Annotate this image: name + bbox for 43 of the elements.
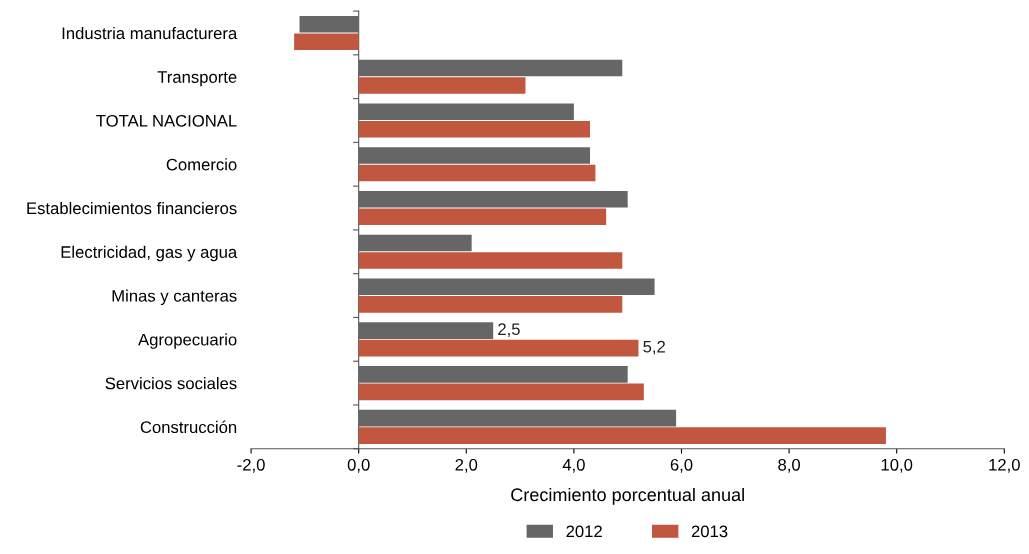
data-label: 5,2 <box>643 340 665 355</box>
bar <box>294 33 359 51</box>
bar <box>358 427 886 444</box>
legend-label: 2013 <box>691 525 728 538</box>
x-tick-label: 6,0 <box>670 458 693 473</box>
x-tick-label: 8,0 <box>778 458 801 473</box>
legend-label: 2012 <box>566 525 602 538</box>
x-tick-label: -2,0 <box>237 458 265 473</box>
x-tick-label: 10,0 <box>881 458 913 473</box>
bar <box>358 208 607 226</box>
data-label: 2,5 <box>498 323 520 338</box>
bar <box>358 147 591 164</box>
bar <box>358 190 628 208</box>
bar <box>299 15 359 33</box>
bar <box>358 77 526 94</box>
bar <box>358 366 628 383</box>
bar <box>358 252 623 269</box>
y-tick-label: TOTAL NACIONAL <box>96 114 237 127</box>
x-axis-title: Crecimiento porcentual anual <box>511 487 744 505</box>
bar <box>358 59 623 77</box>
bar <box>358 409 677 427</box>
x-tick-label: 12,0 <box>989 458 1020 473</box>
x-tick-label: 0,0 <box>347 458 370 473</box>
bar <box>358 234 472 252</box>
bar <box>358 322 494 339</box>
y-tick-label: Servicios sociales <box>105 377 237 390</box>
bar <box>358 339 639 357</box>
y-tick-label: Industria manufacturera <box>62 26 238 40</box>
bar <box>358 103 574 121</box>
y-tick-label: Transporte <box>157 71 237 87</box>
x-tick-label: 4,0 <box>562 458 585 473</box>
bar <box>358 296 623 313</box>
bar <box>358 120 591 138</box>
x-tick-label: 2,0 <box>455 458 478 473</box>
y-tick-label: Electricidad, gas y agua <box>61 245 238 262</box>
bar <box>358 278 655 296</box>
y-tick-label: Establecimientos financieros <box>27 201 237 215</box>
bar <box>358 164 596 182</box>
y-tick-label: Agropecuario <box>138 333 237 349</box>
bar <box>358 383 644 401</box>
y-tick-label: Comercio <box>166 158 237 171</box>
y-tick-label: Minas y canteras <box>112 289 237 306</box>
y-tick-label: Construcción <box>140 420 237 434</box>
